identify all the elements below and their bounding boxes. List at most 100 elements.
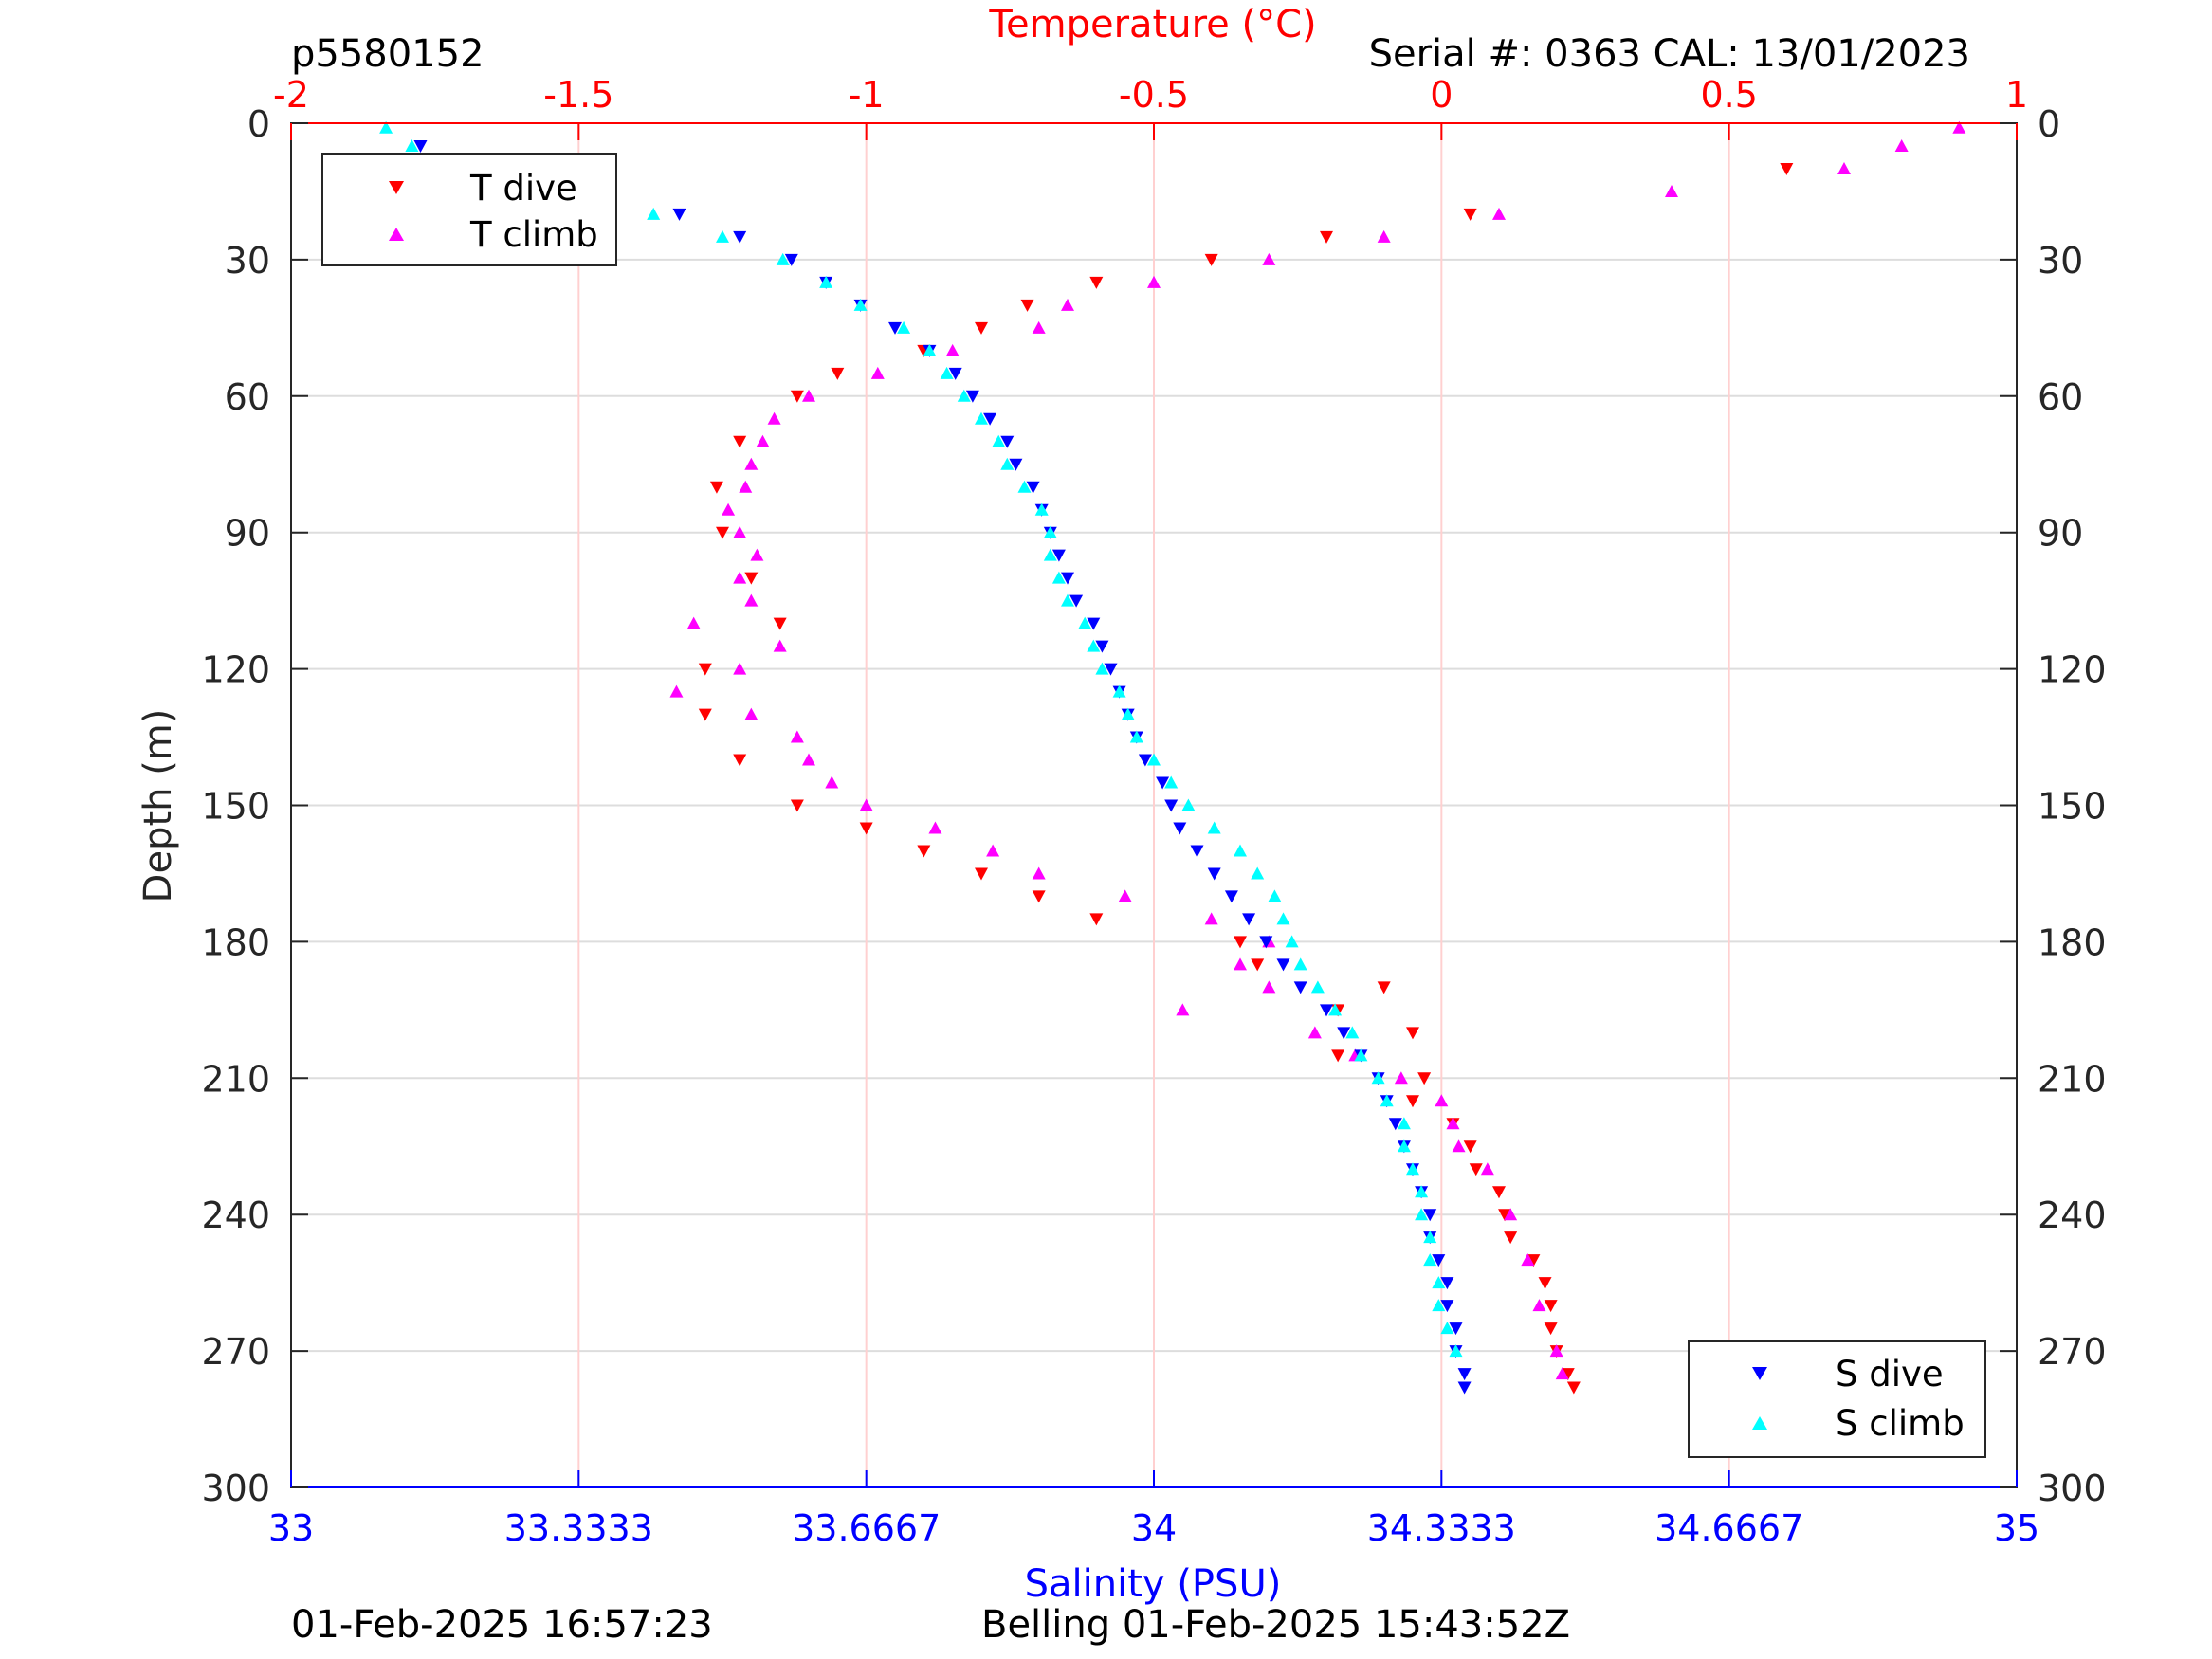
- data-point: [1432, 1299, 1446, 1312]
- data-point: [1440, 1300, 1454, 1313]
- data-point: [1032, 320, 1046, 334]
- data-point: [1406, 1027, 1419, 1040]
- data-point: [1207, 867, 1221, 881]
- data-point: [1894, 138, 1909, 152]
- salinity-tick-label: 34.6667: [1654, 1507, 1803, 1549]
- data-point: [733, 754, 747, 767]
- data-point: [1307, 1026, 1322, 1039]
- legend-t-dive-marker: [389, 181, 404, 194]
- salinity-tick-label: 33.3333: [504, 1507, 653, 1549]
- data-point: [917, 845, 931, 858]
- axis-ticks: 0 0 30 30 60 60 90 90 120 120 150 150 180 180 210 210 24…: [201, 74, 2106, 1549]
- depth-tick-label-right: 180: [2038, 921, 2107, 963]
- depth-tick-label-left: 60: [225, 376, 270, 418]
- data-point: [1138, 754, 1152, 767]
- data-point: [983, 412, 997, 426]
- data-point: [940, 366, 954, 379]
- legend-temperature: T dive T climb: [321, 153, 617, 266]
- data-point: [888, 321, 902, 335]
- data-point: [1452, 1139, 1466, 1153]
- data-point: [716, 526, 729, 539]
- data-point: [1051, 549, 1066, 562]
- data-point: [773, 639, 787, 652]
- data-point: [1000, 457, 1015, 470]
- data-point: [1544, 1300, 1558, 1313]
- data-point: [1415, 1185, 1429, 1198]
- data-point: [1164, 775, 1179, 789]
- data-point: [744, 593, 759, 607]
- data-point: [1032, 866, 1046, 880]
- data-point: [923, 343, 937, 356]
- data-point: [1017, 480, 1032, 493]
- data-point: [1224, 890, 1238, 903]
- data-point: [992, 434, 1006, 447]
- legend-t-climb-label: T climb: [469, 214, 598, 255]
- data-point: [1156, 776, 1170, 790]
- data-point: [1043, 548, 1057, 561]
- data-point: [1293, 981, 1307, 994]
- depth-tick-label-right: 60: [2038, 376, 2083, 418]
- temperature-tick-label: 1: [2005, 74, 2028, 116]
- data-point: [1337, 1027, 1351, 1040]
- data-point: [859, 798, 873, 811]
- data-point: [647, 207, 661, 220]
- data-point: [1147, 753, 1161, 766]
- data-point: [1087, 639, 1101, 652]
- data-point: [1331, 1049, 1345, 1063]
- depth-tick-label-left: 210: [201, 1058, 270, 1100]
- data-point: [1204, 912, 1218, 925]
- data-point: [1423, 1231, 1437, 1244]
- depth-tick-label-right: 150: [2038, 786, 2107, 828]
- depth-tick-label-left: 270: [201, 1331, 270, 1373]
- data-point: [975, 321, 988, 335]
- data-point: [1406, 1095, 1419, 1108]
- data-point: [1780, 162, 1794, 175]
- data-point: [1377, 229, 1391, 243]
- data-point: [859, 822, 873, 835]
- depth-tick-label-right: 90: [2038, 513, 2083, 555]
- data-point: [1176, 1003, 1190, 1016]
- data-point: [1118, 889, 1132, 902]
- data-point: [1043, 525, 1057, 538]
- data-point: [790, 730, 804, 743]
- data-point: [1532, 1299, 1546, 1312]
- data-point: [1469, 1163, 1483, 1176]
- data-point: [1061, 572, 1074, 585]
- data-point: [1069, 594, 1084, 608]
- legend-t-climb-marker: [389, 228, 404, 241]
- data-point: [790, 799, 804, 812]
- data-point: [733, 435, 747, 448]
- footer-timestamp: 01-Feb-2025 16:57:23: [291, 1603, 713, 1647]
- legend-salinity-box: [1688, 1340, 1986, 1458]
- data-point: [776, 252, 790, 265]
- data-point: [1538, 1277, 1552, 1290]
- data-point: [1032, 890, 1046, 903]
- data-point: [1837, 161, 1851, 174]
- data-point: [1276, 958, 1290, 972]
- data-point: [698, 663, 712, 676]
- depth-tick-label-right: 120: [2038, 649, 2107, 691]
- data-point: [1234, 936, 1247, 949]
- depth-tick-label-right: 210: [2038, 1058, 2107, 1100]
- data-point: [1104, 663, 1118, 676]
- data-series: [379, 120, 1966, 1395]
- data-point: [1276, 912, 1290, 925]
- data-point: [733, 230, 747, 244]
- depth-tick-label-left: 150: [201, 786, 270, 828]
- data-point: [1089, 276, 1104, 289]
- data-point: [945, 343, 960, 356]
- depth-tick-label-left: 120: [201, 649, 270, 691]
- data-point: [709, 481, 723, 494]
- data-point: [819, 275, 833, 288]
- series-s-dive: [413, 139, 1472, 1395]
- data-point: [784, 253, 798, 266]
- data-point: [1397, 1139, 1411, 1153]
- salinity-tick-label: 35: [1994, 1507, 2039, 1549]
- data-point: [1293, 957, 1307, 971]
- legend-s-dive-marker: [1752, 1367, 1767, 1380]
- salinity-tick-label: 34: [1131, 1507, 1177, 1549]
- data-point: [1262, 252, 1276, 265]
- temperature-tick-label: -0.5: [1119, 74, 1189, 116]
- data-point: [1432, 1254, 1446, 1267]
- data-point: [1345, 1026, 1360, 1039]
